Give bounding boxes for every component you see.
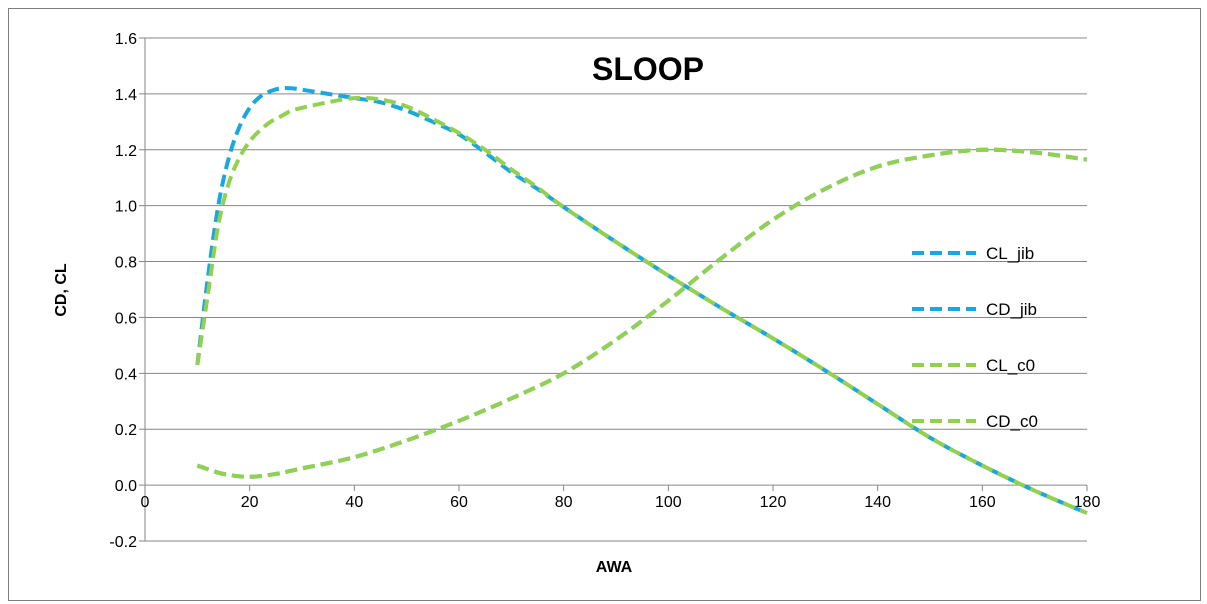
y-tick-label: -0.2 <box>109 534 137 551</box>
x-tick-label: 160 <box>969 494 996 511</box>
y-axis-title: CD, CL <box>53 263 70 317</box>
y-tick-label: 0.0 <box>115 478 137 495</box>
legend-label: CD_jib <box>986 300 1037 319</box>
axes: -0.2 0.0 0.2 0.4 0.6 0.8 1.0 1.2 1.4 1.6 0 20 40 60 80… <box>109 31 1100 551</box>
y-tick-label: 1.6 <box>115 31 137 48</box>
y-tick-label: 0.4 <box>115 366 137 383</box>
gridlines <box>145 37 1087 542</box>
series-line-cl-jib <box>195 86 1088 515</box>
y-tick-label: 1.0 <box>115 199 137 216</box>
x-tick-label: 80 <box>555 494 573 511</box>
y-tick-label: 1.4 <box>115 87 137 104</box>
y-tick-label: 1.2 <box>115 143 137 160</box>
x-tick-label: 40 <box>345 494 363 511</box>
legend-label: CL_jib <box>986 244 1034 263</box>
x-tick-label: 100 <box>655 494 682 511</box>
y-tick-label: 0.6 <box>115 310 137 327</box>
y-tick-label: 0.2 <box>115 422 137 439</box>
series-line-cd-c0 <box>196 147 1088 479</box>
series-line-cd-jib <box>196 147 1088 479</box>
y-tick-label: 0.8 <box>115 255 137 272</box>
x-tick-label: 60 <box>450 494 468 511</box>
series-line-cl-c0 <box>195 95 1088 515</box>
legend-label: CD_c0 <box>986 412 1038 431</box>
x-tick-label: 180 <box>1074 494 1101 511</box>
x-tick-label: 140 <box>864 494 891 511</box>
x-tick-label: 0 <box>141 494 150 511</box>
chart-title: SLOOP <box>592 51 704 87</box>
series-lines <box>195 86 1088 515</box>
legend: CL_jib CD_jib CL_c0 CD_c0 <box>912 244 1038 431</box>
x-tick-label: 120 <box>760 494 787 511</box>
x-axis-title: AWA <box>596 559 633 576</box>
legend-label: CL_c0 <box>986 356 1035 375</box>
x-tick-label: 20 <box>241 494 259 511</box>
